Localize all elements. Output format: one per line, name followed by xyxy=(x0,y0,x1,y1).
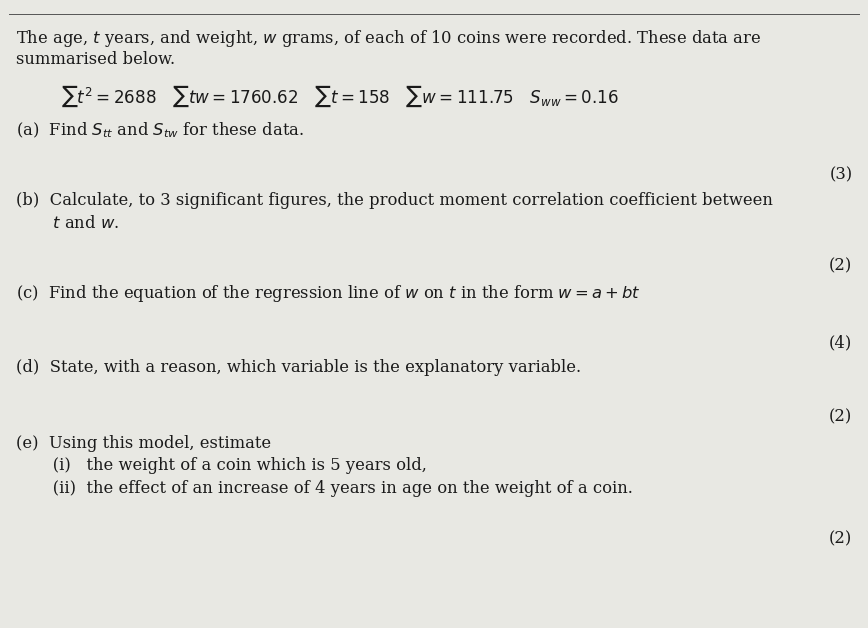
Text: summarised below.: summarised below. xyxy=(16,51,174,68)
Text: (2): (2) xyxy=(829,408,852,425)
Text: $t$ and $w$.: $t$ and $w$. xyxy=(16,215,119,232)
Text: (d)  State, with a reason, which variable is the explanatory variable.: (d) State, with a reason, which variable… xyxy=(16,359,581,376)
Text: (e)  Using this model, estimate: (e) Using this model, estimate xyxy=(16,435,271,452)
Text: (b)  Calculate, to 3 significant figures, the product moment correlation coeffic: (b) Calculate, to 3 significant figures,… xyxy=(16,192,773,208)
Text: (i)   the weight of a coin which is 5 years old,: (i) the weight of a coin which is 5 year… xyxy=(16,457,426,474)
Text: (c)  Find the equation of the regression line of $w$ on $t$ in the form $w = a +: (c) Find the equation of the regression … xyxy=(16,283,641,303)
Text: The age, $t$ years, and weight, $w$ grams, of each of 10 coins were recorded. Th: The age, $t$ years, and weight, $w$ gram… xyxy=(16,28,761,49)
Text: (2): (2) xyxy=(829,257,852,274)
Text: $\sum t^2 = 2688 \quad \sum tw = 1760.62 \quad \sum t = 158 \quad \sum w = 111.7: $\sum t^2 = 2688 \quad \sum tw = 1760.62… xyxy=(61,84,619,109)
Text: (2): (2) xyxy=(829,531,852,548)
Text: (4): (4) xyxy=(829,334,852,351)
Text: (a)  Find $S_{tt}$ and $S_{tw}$ for these data.: (a) Find $S_{tt}$ and $S_{tw}$ for these… xyxy=(16,121,304,140)
Text: (3): (3) xyxy=(829,166,852,183)
Text: (ii)  the effect of an increase of 4 years in age on the weight of a coin.: (ii) the effect of an increase of 4 year… xyxy=(16,480,633,497)
